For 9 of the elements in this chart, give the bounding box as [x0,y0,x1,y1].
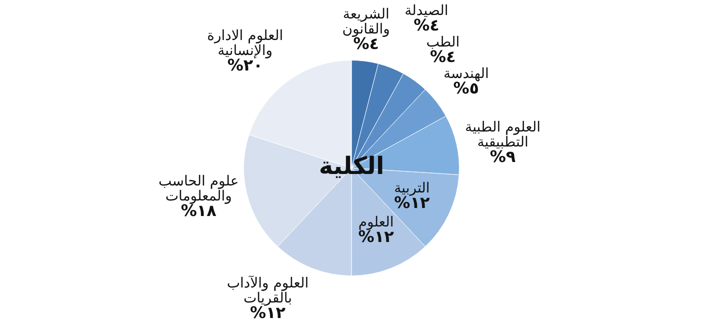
slice-label: العلوم والآداب بالقريات [226,274,309,306]
slice-label: الهندسة [443,66,489,82]
slice-label: العلوم [358,214,394,230]
slice-label: علوم الحاسب والمعلومات [158,174,239,205]
slice-label: الشريعة والقانون [342,6,390,38]
slice-label: العلوم الادارة والإنسانية [207,28,284,59]
text: الكلية [318,152,384,180]
slice-label: الصيدلة [404,2,448,19]
slice-label: التربية [394,180,430,197]
